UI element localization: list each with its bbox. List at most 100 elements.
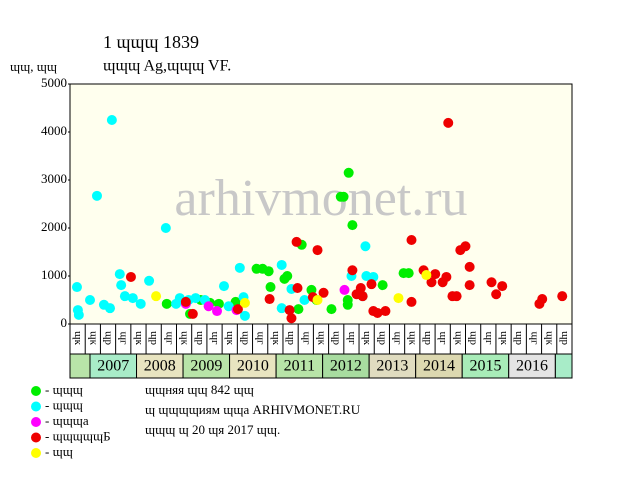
data-point (299, 295, 310, 305)
legend-label: - ɰɰɰ (45, 397, 83, 412)
data-point (218, 281, 229, 292)
data-point (491, 289, 502, 300)
year-cell (275, 353, 324, 379)
period-label: ɰк (270, 331, 282, 346)
data-point (421, 270, 432, 281)
period-label: ɰр (513, 331, 525, 346)
period-label: ɰк (224, 331, 236, 346)
x-tick-label: 2015 (469, 358, 501, 375)
data-point (338, 191, 349, 202)
data-point (286, 313, 297, 324)
period-label: ɰр (239, 331, 251, 346)
period-label: ɰк (179, 331, 191, 346)
data-point (537, 294, 548, 305)
period-label: ɰк (133, 331, 145, 346)
period-label: ɰр (559, 331, 571, 346)
period-label: ɰг (528, 331, 540, 345)
y-tick-label: 1000 (41, 267, 67, 282)
period-label: ɰр (194, 331, 206, 346)
data-point (203, 301, 214, 312)
period-label: ɰк (452, 331, 464, 346)
period-label: ɰк (407, 331, 419, 346)
legend-marker (31, 448, 41, 458)
data-point (151, 291, 162, 302)
data-point (160, 223, 171, 233)
data-point (239, 310, 250, 321)
period-label: ɰр (331, 331, 343, 346)
data-point (312, 295, 323, 305)
data-point (180, 296, 191, 307)
data-point (276, 303, 287, 314)
data-point (486, 277, 497, 288)
data-point (360, 241, 371, 252)
data-point (355, 283, 366, 293)
data-point (116, 280, 127, 291)
period-label: ɰк (87, 331, 99, 346)
data-point (234, 262, 245, 273)
data-point (282, 271, 293, 281)
legend-label: - ɰɰɰ (45, 382, 83, 397)
data-point (264, 294, 275, 305)
data-point (114, 269, 125, 280)
data-point (441, 271, 452, 282)
chart-title: 1 ɰɰɰ 1839 (103, 32, 199, 52)
y-axis-label: ɰɰ, ɰɰ (10, 59, 57, 74)
data-point (464, 261, 475, 272)
period-row (69, 323, 573, 355)
data-point (85, 295, 96, 305)
period-label: ɰк (498, 331, 510, 346)
data-point (326, 304, 337, 315)
data-point (426, 277, 437, 288)
x-tick-label: 2014 (423, 358, 455, 375)
data-point (372, 307, 383, 318)
data-point (144, 275, 155, 286)
data-point (357, 291, 368, 302)
data-point (190, 293, 201, 304)
note: ɰ ɰɰɰɰиям ɰɰа ARHIVMONET.RU (145, 402, 361, 417)
chart-subtitle: ɰɰɰ Ag,ɰɰɰ VF. (103, 58, 231, 75)
period-label: ɰр (468, 331, 480, 346)
x-tick-label: 2012 (330, 358, 362, 375)
data-point (497, 281, 508, 292)
data-point (284, 305, 295, 316)
x-tick-label: 2011 (284, 358, 315, 375)
data-point (347, 265, 358, 276)
watermark: arhivmonet.ru (174, 170, 467, 227)
data-point (318, 287, 329, 298)
data-point (161, 298, 172, 309)
data-point (343, 167, 354, 178)
year-cell-edge (69, 353, 91, 379)
year-cell (415, 353, 463, 379)
data-point (291, 236, 302, 247)
period-label: ɰг (300, 331, 312, 345)
legend-label: - ɰɰɰa (45, 413, 89, 428)
legend-marker (31, 417, 41, 427)
data-point (127, 293, 138, 304)
data-point (293, 304, 304, 315)
data-point (91, 190, 102, 201)
legend-marker (31, 432, 41, 443)
period-label: ɰк (72, 331, 84, 346)
data-point (451, 291, 462, 302)
period-label: ɰг (209, 331, 221, 345)
period-label: ɰр (376, 331, 388, 346)
x-tick-label: 2007 (97, 358, 129, 375)
year-cell (368, 353, 417, 379)
data-point (342, 299, 353, 310)
data-point (460, 241, 471, 252)
data-point (406, 235, 417, 245)
data-point (339, 284, 350, 295)
x-tick-label: 2009 (190, 358, 222, 375)
data-point (393, 293, 404, 304)
y-tick-label: 5000 (41, 75, 67, 90)
data-point (73, 309, 84, 320)
x-tick-label: 2010 (237, 358, 269, 375)
data-point (239, 297, 250, 308)
data-point (380, 306, 391, 317)
data-point (106, 115, 117, 125)
period-label: ɰг (118, 331, 130, 345)
legend-marker (31, 386, 41, 396)
data-point (347, 220, 358, 231)
data-point (366, 279, 377, 290)
